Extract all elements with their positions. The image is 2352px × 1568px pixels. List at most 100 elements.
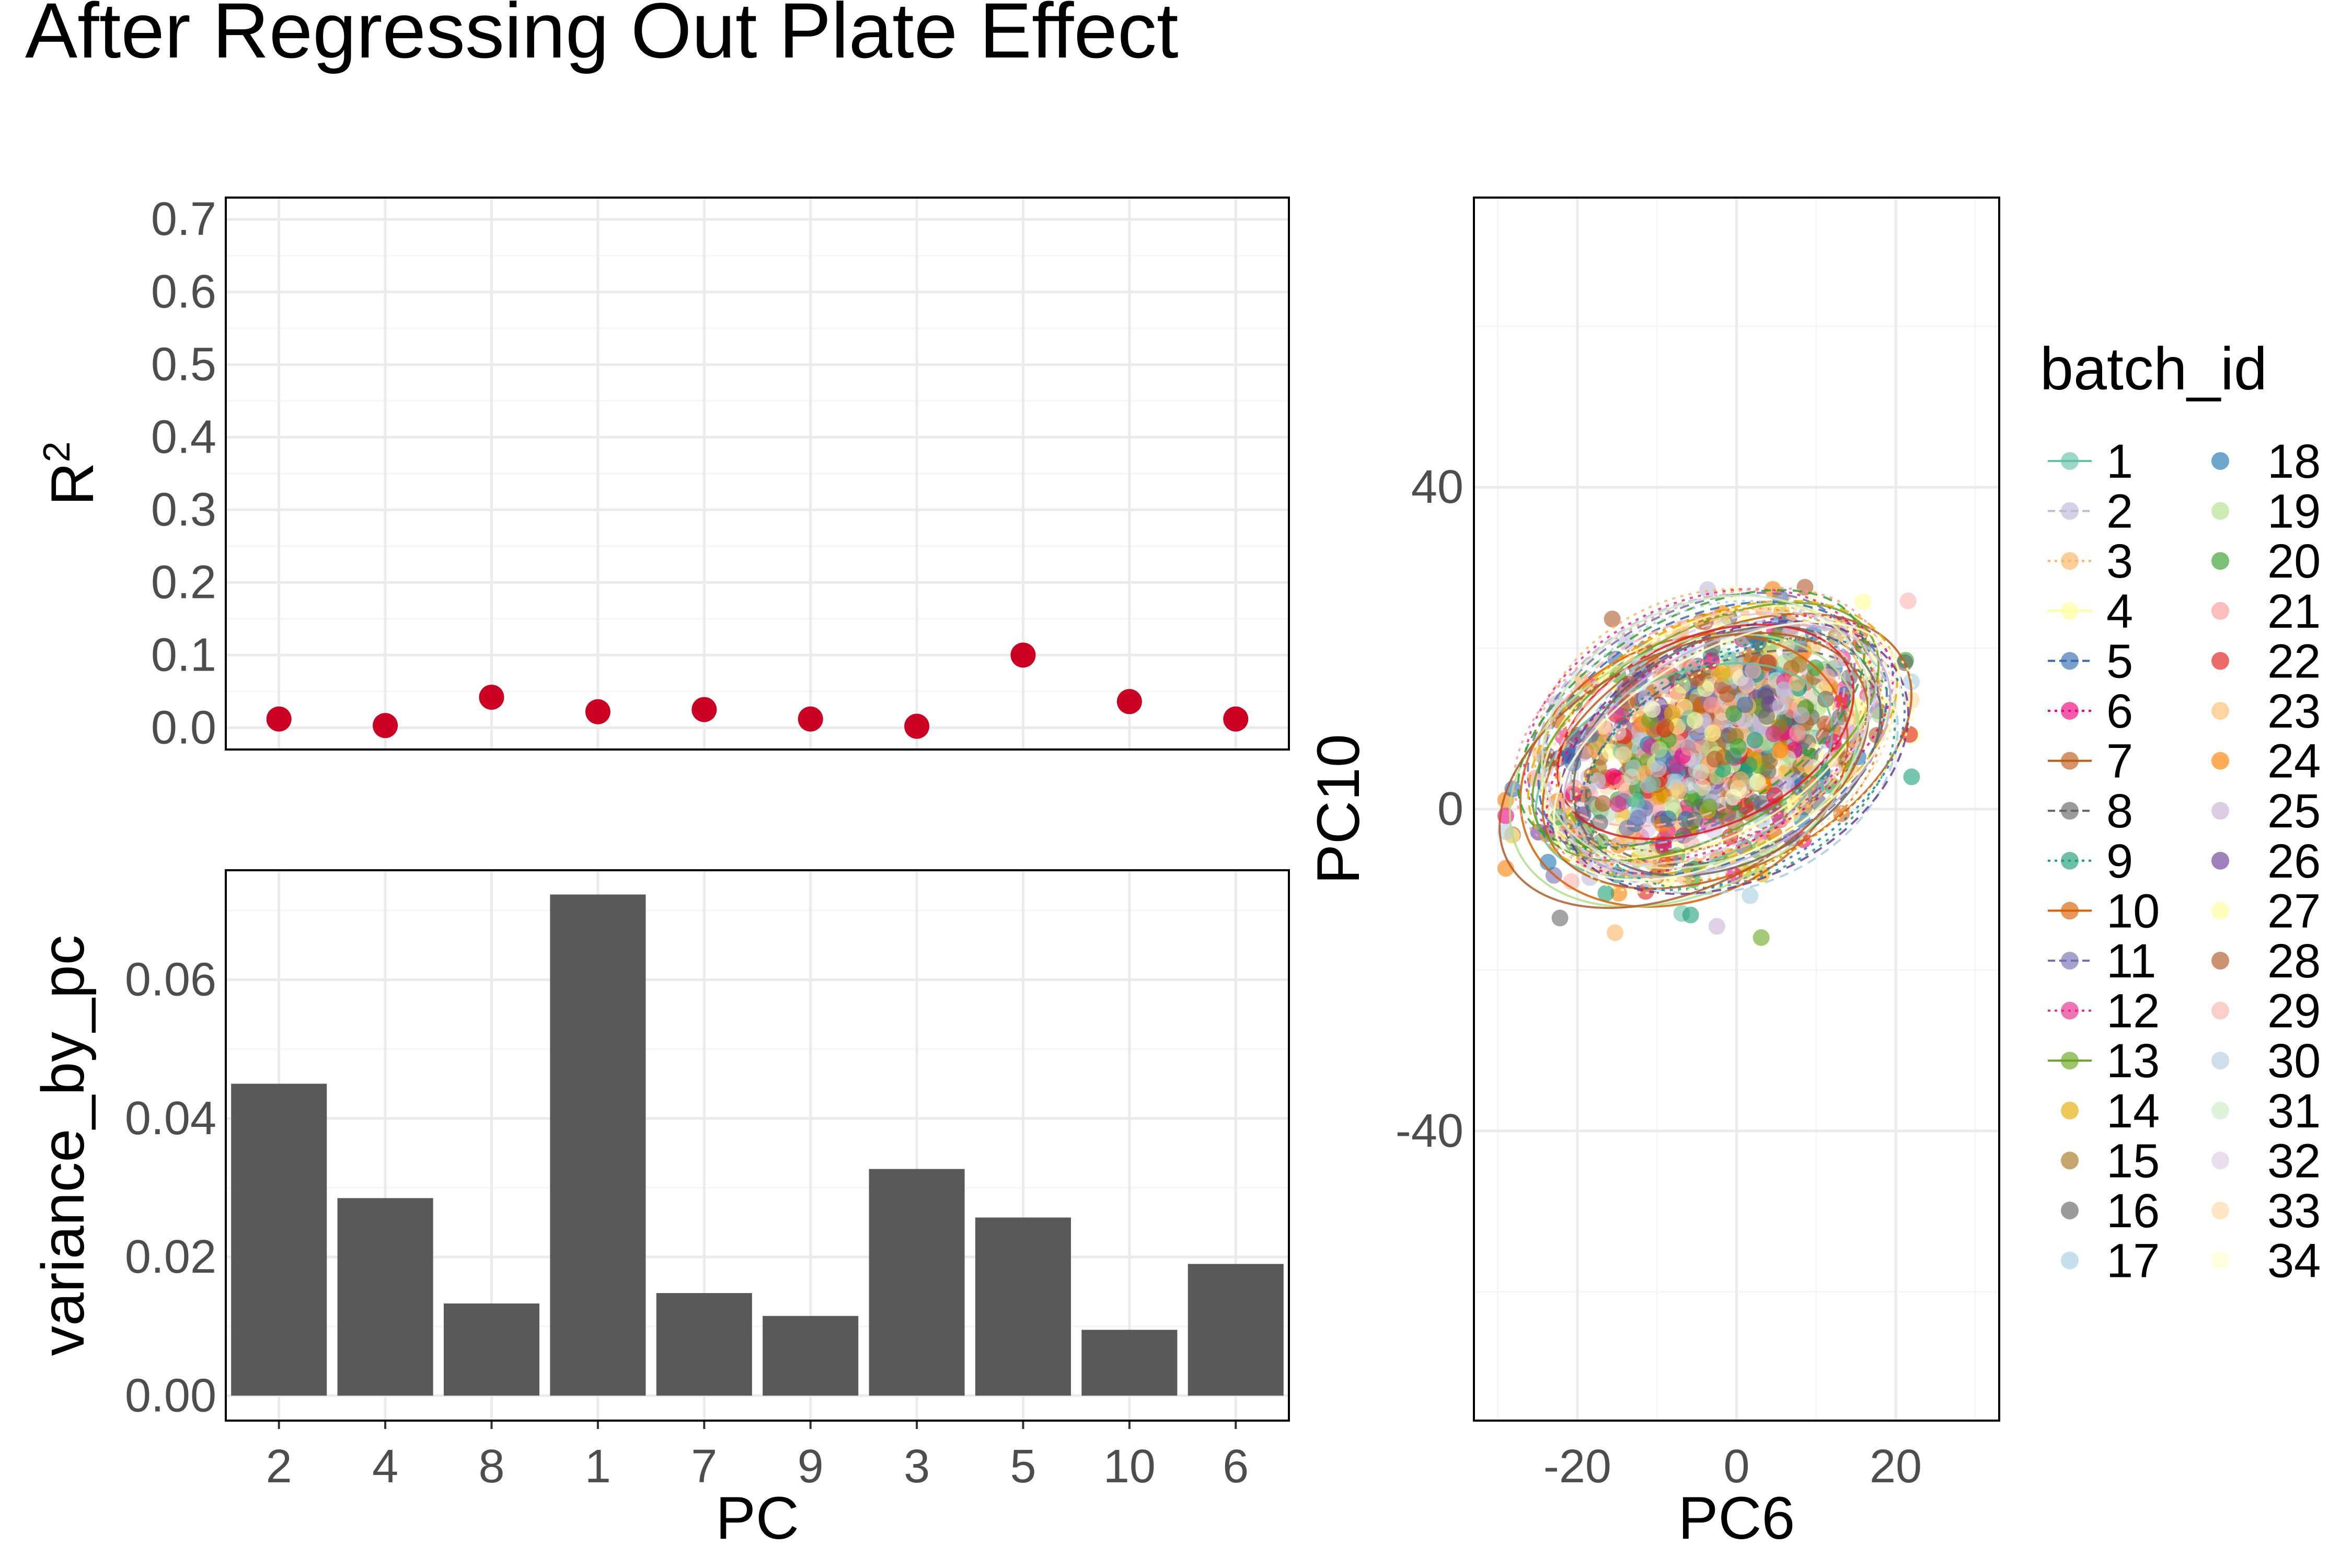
legend-key <box>2211 702 2229 720</box>
pca-point <box>1650 760 1667 778</box>
r2-panel: 0.0 0.1 0.2 0.3 0.4 0.5 0.6 0.7 R2 <box>36 193 1290 754</box>
pca-point <box>1551 909 1569 927</box>
pca-point <box>1793 707 1810 724</box>
pca-point <box>1630 810 1647 827</box>
pca-point <box>1719 686 1736 703</box>
legend-key <box>2061 1052 2079 1070</box>
legend-key <box>2061 802 2079 820</box>
pca-ellipse <box>1553 621 1901 881</box>
pca-point <box>1714 664 1731 681</box>
legend-key <box>2061 502 2079 520</box>
r2-ytick-label: 0.7 <box>151 193 216 246</box>
x-tick-label: 3 <box>904 1440 930 1493</box>
pca-point <box>1704 724 1721 742</box>
pca-xtick-label: 20 <box>1870 1440 1922 1493</box>
r2-point <box>373 713 398 739</box>
variance-bar <box>443 1303 540 1396</box>
pca-point <box>1903 768 1920 786</box>
variance-bar <box>1187 1264 1284 1396</box>
r2-ytick-label: 0.6 <box>151 266 216 318</box>
pca-point <box>1686 712 1703 729</box>
legend-label: 23 <box>2267 685 2321 738</box>
r2-ylabel-base: R <box>39 462 106 505</box>
legend-label: 11 <box>2106 935 2157 988</box>
pca-point <box>1628 793 1645 810</box>
pca-point <box>1692 764 1710 781</box>
pca-point <box>1737 798 1754 815</box>
legend-label: 18 <box>2267 435 2321 488</box>
legend-key <box>2061 851 2079 870</box>
pca-y-axis-label: PC10 <box>1305 734 1372 884</box>
legend-key <box>2061 902 2079 920</box>
pca-point <box>1594 795 1611 812</box>
pca-point <box>1744 662 1761 679</box>
pca-point <box>1664 796 1681 813</box>
pca-point <box>1749 774 1767 791</box>
pca-point <box>1669 782 1687 799</box>
pca-xtick-label: 0 <box>1723 1440 1749 1493</box>
r2-ytick-label: 0.1 <box>151 629 216 681</box>
pca-point <box>1644 775 1661 792</box>
pca-point <box>1668 756 1686 774</box>
legend-key <box>2061 1151 2079 1170</box>
pca-point <box>1730 738 1747 755</box>
pca-ellipse <box>1531 602 1880 862</box>
variance-panel-border <box>225 869 1290 1422</box>
r2-ytick-label: 0.4 <box>151 411 216 464</box>
pca-x-axis-label: PC6 <box>1678 1485 1795 1552</box>
r2-panel-border <box>225 197 1290 751</box>
legend-label: 15 <box>2106 1134 2160 1187</box>
variance-bar <box>656 1293 752 1396</box>
legend-label: 22 <box>2267 635 2321 688</box>
legend-title: batch_id <box>2040 336 2267 402</box>
r2-ylabel-superscript: 2 <box>36 441 78 462</box>
legend-key <box>2211 802 2229 820</box>
legend-label: 6 <box>2106 685 2133 738</box>
legend-key <box>2211 1251 2229 1270</box>
pca-point <box>1682 906 1699 924</box>
legend-label: 25 <box>2267 785 2321 838</box>
variance-bar <box>975 1217 1071 1396</box>
legend-label: 27 <box>2267 884 2321 938</box>
pca-point <box>1778 776 1795 793</box>
legend-key <box>2061 1202 2079 1219</box>
legend-key <box>2211 652 2229 670</box>
legend-label: 4 <box>2106 585 2133 638</box>
legend-key <box>2211 1101 2229 1120</box>
x-axis-label: PC <box>716 1485 799 1552</box>
legend-key <box>2061 702 2079 720</box>
pca-ellipse <box>1558 613 1867 864</box>
legend-key <box>2061 452 2079 470</box>
pca-point <box>1609 795 1627 813</box>
legend-label: 1 <box>2106 435 2133 488</box>
pca-ellipse <box>1513 586 1884 864</box>
pca-ellipse <box>1577 637 1906 892</box>
pca-point <box>1706 751 1723 768</box>
pca-ytick-label: -40 <box>1396 1105 1463 1157</box>
pca-panel-border <box>1473 197 2000 1422</box>
variance-ytick-label: 0.06 <box>125 954 216 1006</box>
legend-label: 16 <box>2106 1184 2160 1238</box>
pca-point <box>1619 820 1636 837</box>
legend-label: 8 <box>2106 785 2133 838</box>
pca-point <box>1539 854 1557 871</box>
pca-ytick-label: 40 <box>1411 461 1463 513</box>
pca-ellipse <box>1548 611 1877 866</box>
variance-bar <box>337 1198 433 1396</box>
pca-point <box>1817 690 1835 708</box>
x-tick-label: 1 <box>585 1440 611 1493</box>
pca-ellipse <box>1537 593 1846 845</box>
legend-label: 24 <box>2267 735 2321 788</box>
variance-ytick-label: 0.00 <box>125 1369 216 1422</box>
pca-point <box>1736 696 1754 713</box>
pca-point <box>1684 790 1701 808</box>
legend-key <box>2211 952 2229 970</box>
pca-ellipse <box>1562 624 1892 879</box>
pca-ellipse <box>1527 599 1898 877</box>
x-tick-label: 10 <box>1103 1440 1156 1493</box>
pca-point <box>1607 924 1624 941</box>
r2-point <box>904 713 930 739</box>
legend-key <box>2061 602 2079 620</box>
x-tick-label: 7 <box>691 1440 717 1493</box>
legend-label: 2 <box>2106 485 2133 538</box>
